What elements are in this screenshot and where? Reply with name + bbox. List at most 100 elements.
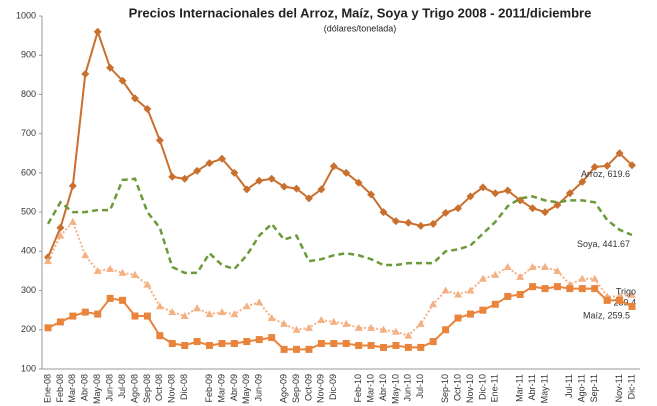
y-tick-label: 500 [21, 206, 36, 216]
point [342, 319, 351, 327]
point [379, 325, 388, 333]
y-tick-label: 700 [21, 128, 36, 138]
point [603, 161, 612, 170]
point [317, 340, 325, 348]
x-tick-label: Ago-09 [278, 374, 288, 403]
point [255, 336, 263, 344]
point [317, 185, 326, 194]
x-tick-label: Jun-10 [403, 374, 413, 402]
point [230, 168, 239, 177]
series-line [46, 177, 633, 275]
point [342, 168, 351, 177]
point [466, 286, 475, 294]
point [280, 319, 289, 327]
x-tick-label: Abr-09 [229, 374, 239, 401]
point [354, 323, 363, 331]
x-tick-label: Nov-10 [465, 374, 475, 403]
point [193, 166, 202, 175]
point [416, 319, 425, 327]
x-tick-label: Oct-08 [154, 374, 164, 401]
point [155, 136, 164, 145]
point [280, 182, 289, 191]
x-tick-label: Dic-11 [626, 374, 636, 399]
point [529, 283, 537, 291]
data-label-line: Soya, 441.67 [577, 239, 630, 249]
point [180, 312, 189, 320]
point [118, 268, 127, 276]
x-tick-label: Nov-09 [316, 374, 326, 403]
point [44, 257, 52, 265]
point [590, 163, 599, 172]
point [94, 310, 102, 318]
point [230, 340, 238, 348]
point [106, 264, 115, 272]
x-tick-label: Jul-11 [564, 374, 574, 398]
x-tick-label: Mar-08 [67, 374, 77, 403]
point [93, 27, 102, 36]
point [44, 324, 52, 332]
point [603, 296, 611, 304]
point [391, 217, 400, 226]
data-label: Arroz, 619.6 [581, 170, 630, 180]
point [404, 331, 413, 339]
point [528, 263, 537, 271]
point [504, 292, 512, 300]
x-tick-label: Oct-10 [452, 374, 462, 401]
point [81, 251, 90, 259]
x-tick-label: Ene-11 [490, 374, 500, 402]
y-tick-label: 200 [21, 324, 36, 334]
y-tick-label: 100 [21, 363, 36, 373]
point [218, 340, 226, 348]
point [118, 76, 127, 85]
point [56, 223, 65, 232]
point [491, 300, 499, 308]
point [441, 286, 450, 294]
point [130, 94, 139, 103]
x-tick-label: Abr-10 [378, 374, 388, 401]
x-tick-label: Dic-08 [179, 374, 189, 400]
point [553, 283, 561, 291]
chart-title: Precios Internacionales del Arroz, Maíz,… [129, 5, 592, 20]
point [503, 263, 512, 271]
point [578, 274, 587, 282]
point [590, 274, 599, 282]
point [354, 178, 363, 187]
x-tick-label: Oct-09 [303, 374, 313, 401]
point [429, 219, 438, 228]
data-label-line: Arroz, 619.6 [581, 170, 630, 180]
point [442, 326, 450, 334]
point [392, 341, 400, 349]
x-tick-label: Nov-11 [614, 374, 624, 402]
point [516, 272, 525, 280]
x-tick-label: Jul-08 [117, 374, 127, 399]
x-tick-label: Sep-09 [291, 374, 301, 403]
point [267, 314, 276, 322]
point [379, 208, 388, 217]
x-tick-label: Mar-11 [515, 374, 525, 402]
point [68, 181, 77, 190]
y-tick-label: 1000 [16, 10, 36, 20]
point [417, 343, 425, 351]
point [454, 290, 463, 298]
x-tick-label: Sep-10 [440, 374, 450, 403]
x-tick-label: Jun-09 [254, 374, 264, 402]
point [292, 184, 301, 193]
point [143, 280, 152, 288]
point [466, 310, 474, 318]
point [217, 154, 226, 163]
point [317, 315, 326, 323]
point [106, 63, 115, 72]
x-tick-label: May-11 [539, 374, 549, 403]
point [565, 189, 574, 198]
point [155, 302, 164, 310]
point [355, 341, 363, 349]
x-tick-label: Ene-08 [42, 374, 52, 403]
point [131, 312, 139, 320]
x-tick-label: Ago-08 [129, 374, 139, 403]
point [69, 312, 77, 320]
x-tick-label: Dic-09 [328, 374, 338, 400]
point [193, 304, 202, 312]
x-tick-label: Mar-10 [365, 374, 375, 403]
x-tick-label: May-09 [241, 374, 251, 404]
point [293, 345, 301, 353]
